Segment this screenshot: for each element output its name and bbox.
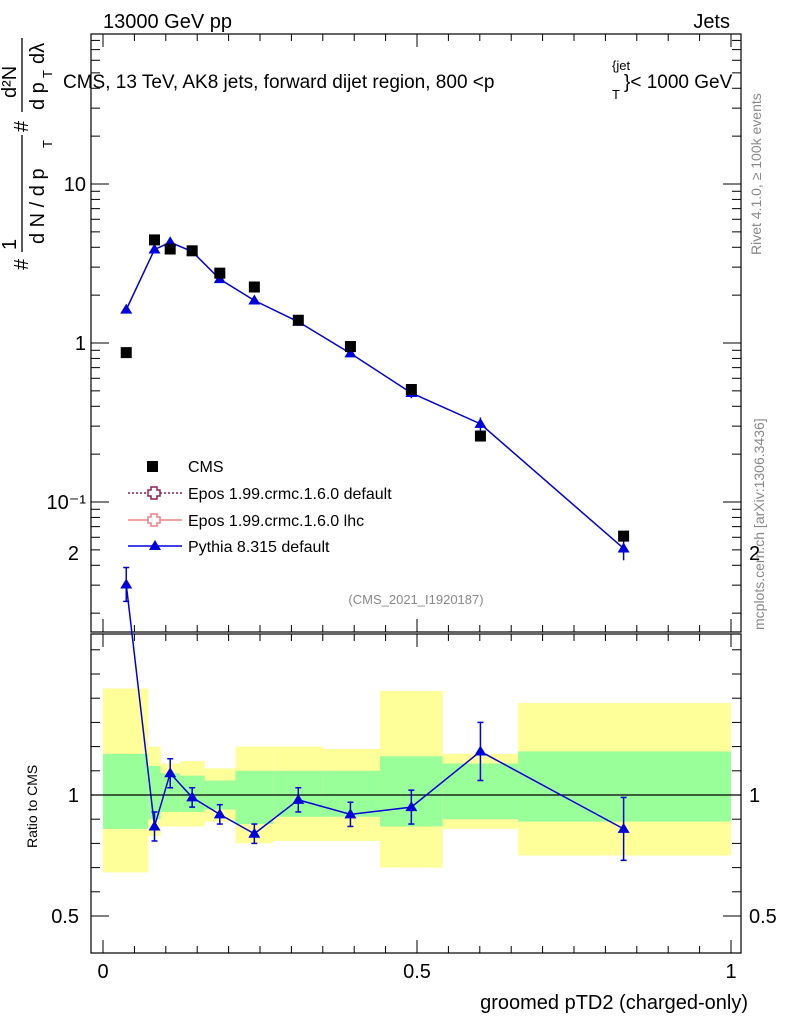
cms-data-point: [344, 341, 356, 353]
ratio-band-green-5: [235, 770, 274, 825]
rivet-label: Rivet 4.1.0, ≥ 100k events: [748, 93, 764, 255]
main-y-tick-label: 10⁻¹: [47, 492, 87, 514]
legend-marker-pythia: [149, 540, 161, 550]
cms-data-point: [186, 245, 198, 257]
legend-marker-cms: [147, 461, 158, 472]
ratio-band-green-2: [160, 773, 181, 812]
ratio-ylabel: Ratio to CMS: [24, 765, 40, 848]
ratio-frame: [90, 633, 742, 954]
x-tick-label: 1: [725, 961, 736, 983]
ylabel-dn: d N / d p: [27, 168, 49, 244]
pythia-main-point: [120, 303, 133, 314]
legend-label-epos-lhc: Epos 1.99.crmc.1.6.0 lhc: [188, 513, 364, 530]
pythia-main-point: [148, 243, 161, 254]
pythia-main-point: [474, 417, 487, 428]
legend-label-epos-default: Epos 1.99.crmc.1.6.0 default: [188, 486, 392, 503]
main-y-tick-label: 10: [64, 174, 86, 196]
ratio-y-tick-label: 1: [68, 785, 79, 807]
pythia-main-point: [248, 294, 261, 305]
pythia-ratio-point: [405, 801, 418, 812]
cms-data-point: [292, 314, 304, 326]
main-y-tick-label: 1: [75, 333, 86, 355]
legend-marker-epos-default: [147, 486, 161, 500]
ylabel-hash-2: #: [11, 120, 33, 132]
ratio-y-tick-label-right: 1: [749, 785, 760, 807]
main-panel: 10⁻¹ 1 10: [47, 33, 742, 633]
ratio-panel: 0 0.5 1 0.5 0.5 1 1 2 2: [51, 543, 777, 983]
main-frame: [90, 33, 742, 633]
pythia-ratio-point: [248, 827, 261, 838]
cms-data-point: [248, 281, 260, 293]
x-tick-label: 0: [97, 961, 108, 983]
ratio-band-green-0: [103, 753, 149, 829]
ylabel-one: 1: [0, 239, 21, 250]
ratio-y-tick-label: 0.5: [51, 906, 79, 928]
x-axis-label: groomed pTD2 (charged-only): [480, 992, 748, 1014]
pythia-ratio-point: [292, 793, 305, 804]
ylabel-hash-1: #: [11, 258, 33, 270]
ylabel-t-1: T: [40, 140, 55, 148]
ylabel-d2n: d²N: [0, 66, 21, 98]
subtitle-subscript: T: [612, 87, 620, 102]
pythia-ratio-point: [120, 578, 133, 589]
pythia-ratio-point: [213, 808, 226, 819]
ratio-y-tick-label: 2: [68, 543, 79, 565]
mcplots-label: mcplots.cern.ch [arXiv:1306.3436]: [751, 418, 767, 630]
cms-data-point: [214, 267, 226, 279]
analysis-tag: (CMS_2021_I1920187): [348, 592, 483, 607]
legend-label-cms: CMS: [188, 459, 224, 476]
pythia-ratio-point: [474, 745, 487, 756]
cms-data-point: [164, 243, 176, 255]
plot-subtitle: CMS, 13 TeV, AK8 jets, forward dijet reg…: [63, 72, 494, 93]
pythia-ratio-point: [164, 767, 177, 778]
pythia-ratio-point: [344, 808, 357, 819]
pythia-main-point: [344, 347, 357, 358]
legend: CMS Epos 1.99.crmc.1.6.0 default Epos 1.…: [128, 459, 392, 556]
pythia-ratio-point: [148, 820, 161, 831]
x-tick-label: 0.5: [403, 961, 431, 983]
ratio-band-green-10: [518, 751, 731, 822]
cms-data-point: [120, 347, 132, 359]
cms-data-point: [474, 430, 486, 442]
cms-data-point: [618, 530, 630, 542]
ylabel-dlambda: dλ: [27, 43, 49, 64]
cms-data-point: [405, 383, 417, 395]
cms-data-point: [148, 234, 160, 246]
pythia-ratio-point: [617, 822, 630, 833]
subtitle-end: }< 1000 GeV: [624, 72, 733, 93]
process-label: Jets: [693, 11, 730, 33]
pythia-main-point: [617, 542, 630, 553]
legend-marker-epos-lhc: [147, 513, 161, 527]
subtitle-main: CMS, 13 TeV, AK8 jets, forward dijet reg…: [63, 72, 494, 93]
main-ylabel: # 1 d N / d p T # d²N d p T dλ: [0, 38, 55, 270]
ratio-y-tick-label-right: 0.5: [749, 906, 777, 928]
ratio-y-tick-label-right: 2: [749, 543, 760, 565]
energy-label: 13000 GeV pp: [103, 11, 232, 33]
ylabel-dp: d p: [27, 82, 49, 110]
legend-label-pythia: Pythia 8.315 default: [188, 539, 330, 556]
subtitle-superscript: {jet: [612, 58, 630, 73]
pythia-ratio-point: [186, 791, 199, 802]
ylabel-t-2: T: [40, 70, 55, 78]
